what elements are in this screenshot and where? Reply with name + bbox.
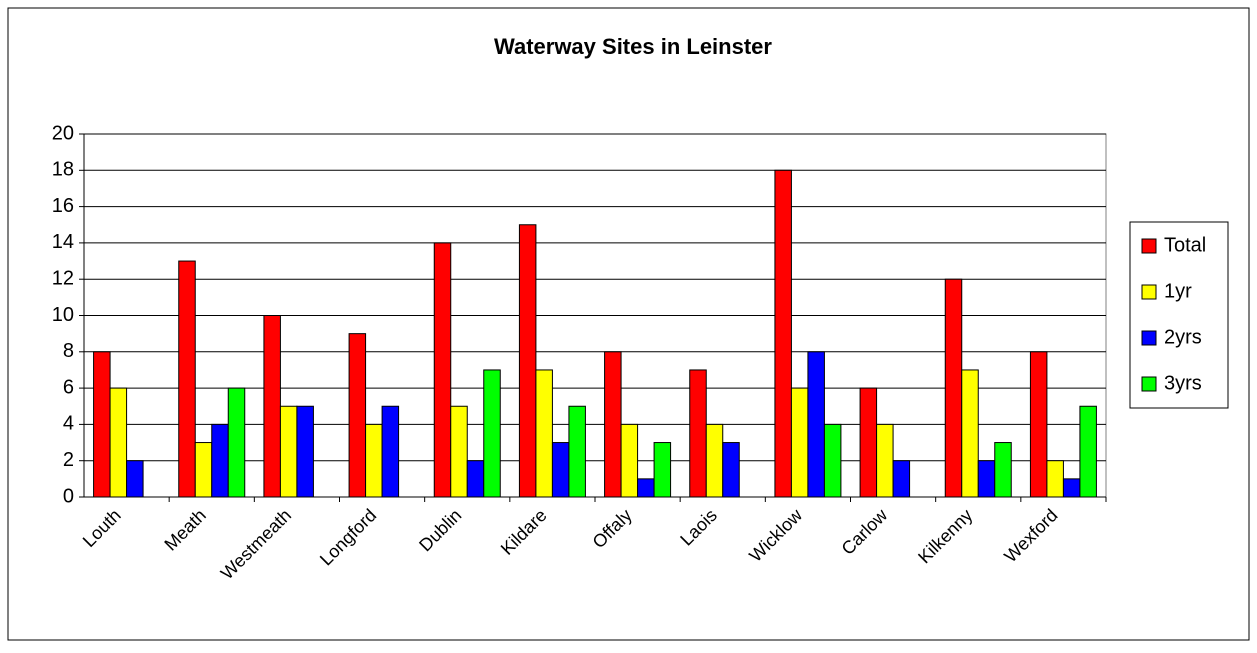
y-tick-label: 18 xyxy=(52,159,74,181)
bar xyxy=(126,460,144,498)
y-tick-label: 10 xyxy=(52,304,74,326)
bar xyxy=(568,405,586,498)
legend-swatch xyxy=(1141,238,1157,254)
bar xyxy=(466,460,485,498)
bar xyxy=(977,460,996,498)
legend-label: 2yrs xyxy=(1164,326,1202,348)
bar xyxy=(722,442,740,498)
bar xyxy=(876,423,894,498)
bar xyxy=(994,442,1012,498)
bar xyxy=(620,423,639,498)
bar xyxy=(892,460,911,498)
bar xyxy=(689,369,707,498)
bar xyxy=(551,442,570,498)
bar xyxy=(194,442,213,498)
y-tick-label: 0 xyxy=(63,485,74,507)
legend-swatch xyxy=(1141,284,1157,300)
bar xyxy=(381,405,400,498)
bar xyxy=(807,351,825,498)
bar xyxy=(604,351,622,498)
bar xyxy=(93,351,111,498)
bar xyxy=(433,242,452,498)
bar xyxy=(637,478,655,498)
chart-title: Waterway Sites in Leinster xyxy=(494,34,772,59)
bar xyxy=(823,423,842,498)
bar xyxy=(227,387,246,498)
bar xyxy=(365,423,383,498)
bar xyxy=(944,278,963,498)
bar xyxy=(178,260,196,498)
legend-label: 1yr xyxy=(1164,280,1192,302)
legend-label: Total xyxy=(1164,234,1206,256)
y-tick-label: 2 xyxy=(63,449,74,471)
bar xyxy=(790,387,809,498)
bar xyxy=(450,405,468,498)
y-tick-label: 20 xyxy=(52,122,74,144)
y-tick-label: 4 xyxy=(63,413,74,435)
legend-swatch xyxy=(1141,376,1157,392)
bar xyxy=(109,387,128,498)
y-tick-label: 12 xyxy=(52,267,74,289)
bar xyxy=(263,315,281,498)
legend-swatch xyxy=(1141,330,1157,346)
y-tick-label: 8 xyxy=(63,340,74,362)
bar xyxy=(653,442,672,498)
bar xyxy=(518,224,537,498)
bar xyxy=(705,423,724,498)
bar xyxy=(348,333,367,498)
bar xyxy=(1029,351,1048,498)
bar xyxy=(1062,478,1081,498)
bar xyxy=(1046,460,1064,498)
bar xyxy=(535,369,553,498)
bar xyxy=(483,369,501,498)
bar xyxy=(774,169,792,498)
y-tick-label: 6 xyxy=(63,376,74,398)
bar xyxy=(296,405,314,498)
legend-label: 3yrs xyxy=(1164,372,1202,394)
bar xyxy=(1079,405,1097,498)
y-tick-label: 14 xyxy=(52,231,74,253)
bar xyxy=(859,387,878,498)
y-tick-label: 16 xyxy=(52,195,74,217)
bar xyxy=(961,369,979,498)
bar xyxy=(211,423,229,498)
bar xyxy=(279,405,298,498)
